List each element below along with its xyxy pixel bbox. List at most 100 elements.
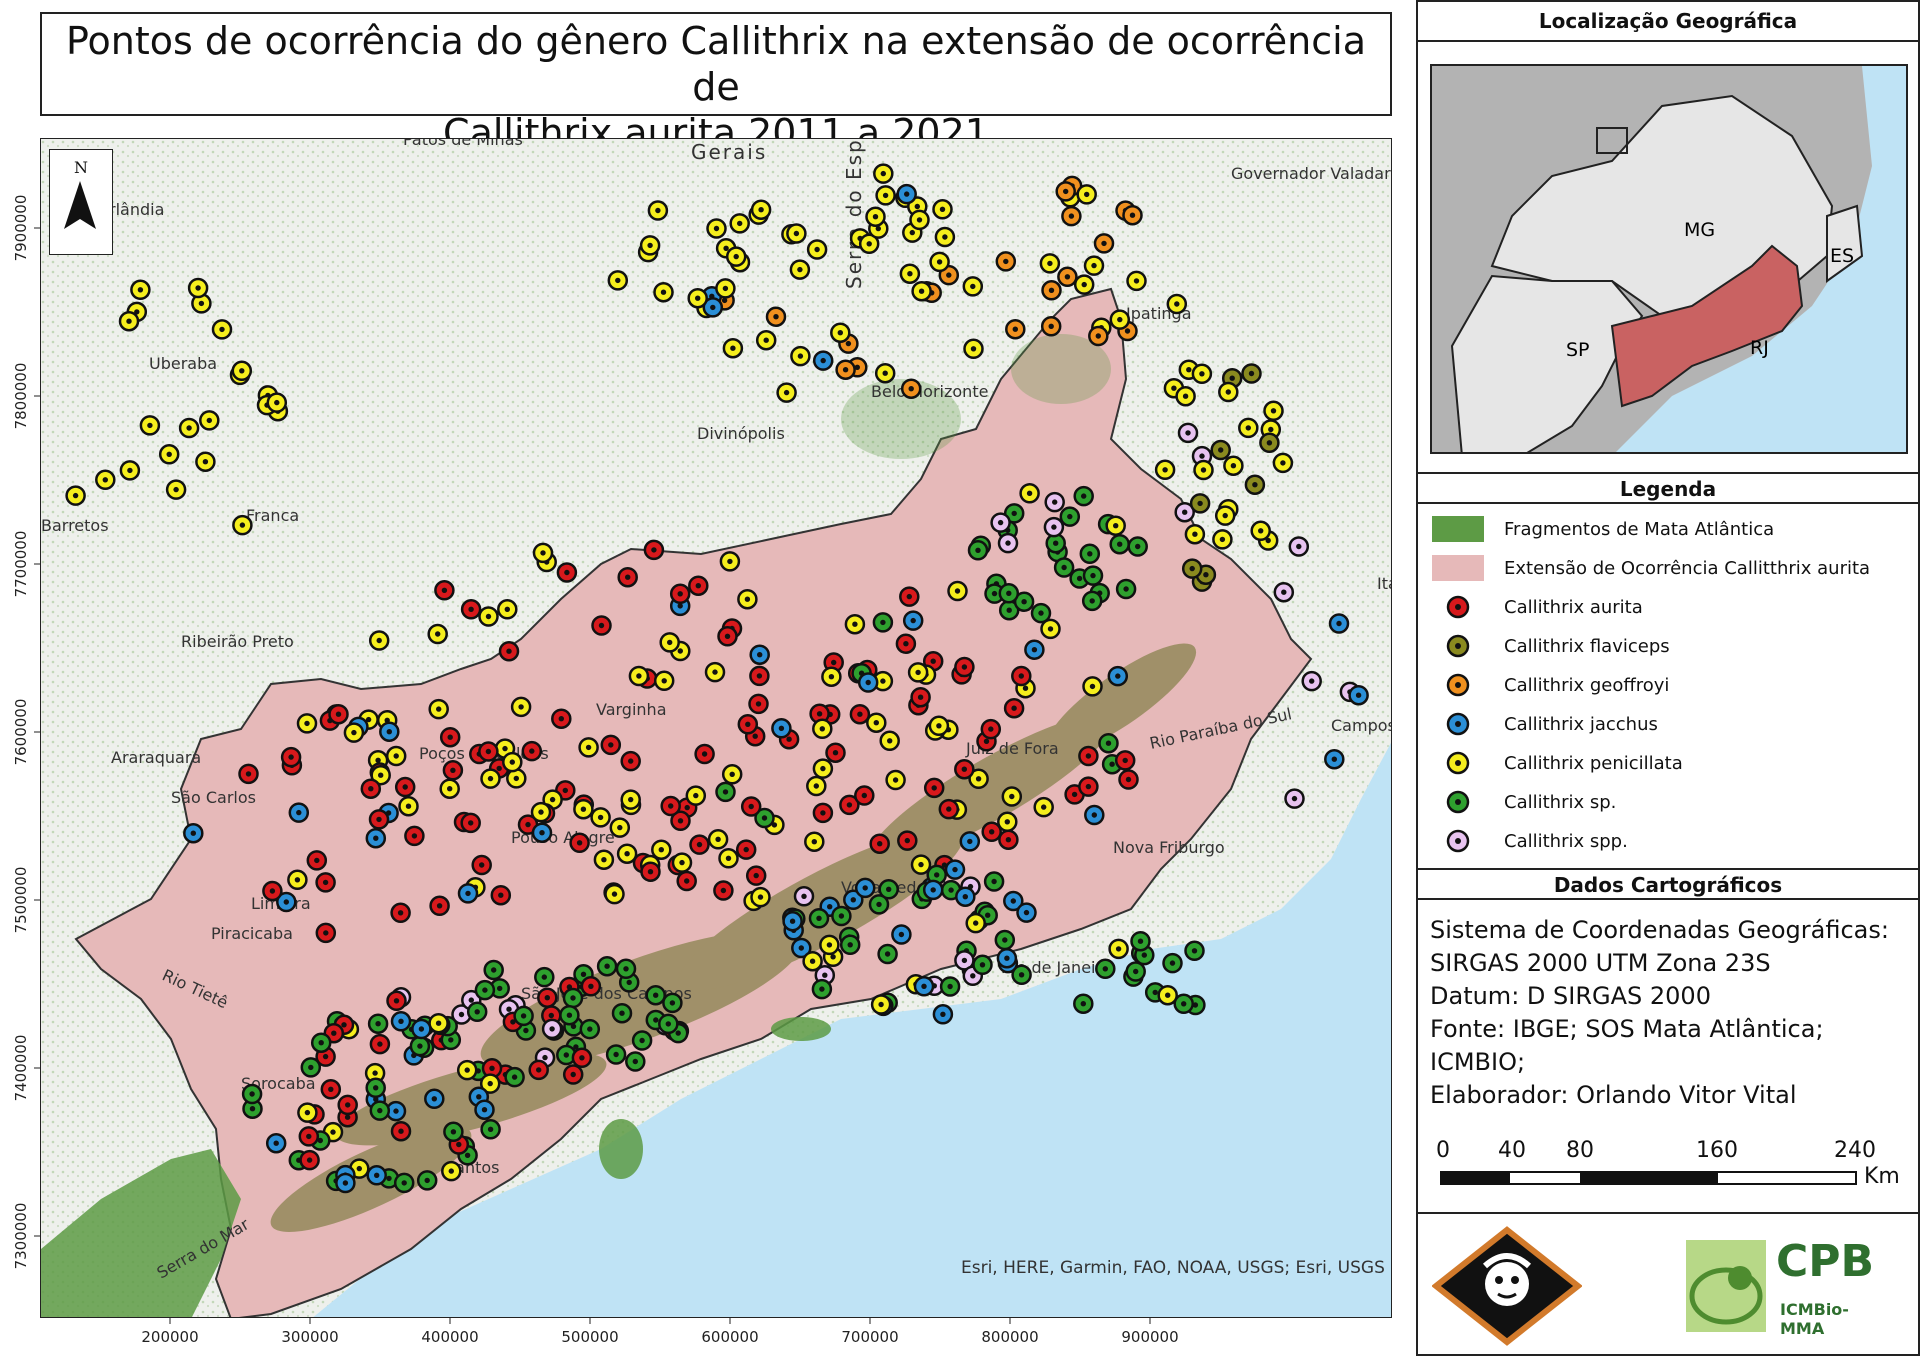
occurrence-point-center	[753, 872, 759, 879]
occurrence-point-center	[424, 1177, 430, 1184]
occurrence-point-center	[465, 890, 471, 897]
occurrence-point-center	[1200, 467, 1207, 473]
occurrence-point-center	[549, 1026, 555, 1032]
occurrence-point-center	[1048, 323, 1054, 329]
occurrence-point-center	[601, 857, 607, 863]
occurrence-point-center	[1182, 393, 1189, 399]
occurrence-point-center	[715, 836, 721, 842]
occurrence-point-center	[1291, 795, 1298, 802]
occurrence-point-center	[1225, 389, 1232, 395]
occurrence-point-center	[798, 945, 804, 951]
occurrence-point-center	[378, 772, 384, 778]
main-map[interactable]: Patos de Minas Gerais Serra do Espinhaço…	[40, 138, 1392, 1318]
occurrence-point-center	[797, 266, 803, 273]
occurrence-point-center	[365, 716, 372, 723]
occurrence-point-center	[294, 877, 301, 883]
occurrence-point-center	[1152, 989, 1158, 996]
map-title: Pontos de ocorrência do gênero Callithri…	[40, 12, 1392, 155]
occurrence-point-center	[613, 1051, 619, 1058]
occurrence-point-center	[952, 866, 958, 873]
occurrence-point-center	[368, 786, 374, 792]
occurrence-point-center	[173, 486, 179, 493]
occurrence-point-center	[1203, 572, 1209, 578]
occurrence-point-center	[147, 422, 153, 429]
occurrence-point-center	[314, 857, 320, 864]
occurrence-point-center	[1230, 463, 1237, 469]
legend-dot-icon	[1432, 711, 1484, 737]
occurrence-point-center	[931, 785, 937, 791]
occurrence-point-center	[1085, 783, 1092, 790]
occurrence-point-center	[306, 1133, 312, 1140]
occurrence-point-center	[1084, 191, 1090, 198]
occurrence-point-center	[273, 1140, 279, 1146]
occurrence-point-center	[886, 886, 892, 892]
occurrence-point-center	[961, 957, 968, 964]
occurrence-point-center	[989, 829, 995, 835]
occurrence-point-center	[948, 887, 954, 893]
occurrence-point-center	[1026, 490, 1033, 496]
occurrence-point-center	[970, 283, 976, 290]
occurrence-point-center	[826, 942, 833, 948]
occurrence-point-center	[722, 285, 729, 292]
occurrence-point-center	[967, 838, 973, 845]
occurrence-point-center	[598, 622, 605, 629]
occurrence-point-center	[539, 830, 545, 836]
legend-item: Callithrix sp.	[1432, 785, 1616, 819]
occurrence-point-center	[604, 963, 610, 969]
occurrence-point-center	[831, 659, 837, 666]
occurrence-point-center	[269, 888, 276, 894]
x-tick-label: 500000	[561, 1328, 618, 1346]
occurrence-point-center	[866, 241, 872, 247]
map-canvas[interactable]: Patos de Minas Gerais Serra do Espinhaço…	[41, 139, 1392, 1318]
occurrence-point-center	[854, 364, 860, 370]
occurrence-point-center	[939, 206, 946, 212]
occurrence-point-center	[1101, 240, 1107, 247]
occurrence-point-center	[245, 771, 252, 777]
occurrence-point-center	[625, 574, 631, 580]
occurrence-point-center	[892, 777, 899, 783]
scale-tick: 240	[1834, 1138, 1876, 1163]
legend-swatch	[1432, 516, 1484, 542]
occurrence-point-center	[1081, 281, 1087, 288]
side-panel	[1416, 0, 1920, 1356]
occurrence-point-center	[376, 637, 382, 644]
y-tick-label: 7800000	[12, 363, 30, 430]
occurrence-point-center	[915, 669, 921, 676]
occurrence-point-center	[820, 810, 826, 816]
occurrence-point-center	[372, 1070, 378, 1076]
forest-fragments-outside	[41, 334, 1111, 1317]
occurrence-point-center	[847, 942, 853, 948]
occurrence-point-center	[908, 386, 914, 392]
legend-label: Callithrix jacchus	[1504, 713, 1658, 735]
occurrence-point-center	[476, 1094, 482, 1100]
occurrence-point-center	[1248, 370, 1255, 377]
occurrence-point-center	[588, 983, 594, 989]
occurrence-point-center	[752, 733, 758, 739]
locator-es	[1826, 204, 1864, 283]
occurrence-point-center	[1185, 430, 1191, 436]
occurrence-point-center	[1133, 278, 1140, 284]
occurrence-point-center	[1087, 551, 1093, 557]
occurrence-point-center	[398, 1018, 404, 1024]
cartographic-info: Sistema de Coordenadas Geográficas: SIRG…	[1430, 914, 1910, 1112]
occurrence-point-center	[239, 522, 246, 528]
occurrence-point-center	[917, 694, 924, 700]
occurrence-point-center	[458, 1011, 465, 1018]
occurrence-point-center	[653, 992, 659, 998]
occurrence-point-center	[393, 1108, 399, 1114]
occurrence-point-center	[523, 1027, 529, 1034]
occurrence-point-center	[1169, 960, 1176, 966]
occurrence-point-center	[538, 809, 544, 815]
occurrence-point-center	[1252, 482, 1258, 488]
occurrence-point-center	[1085, 753, 1092, 759]
occurrence-point-center	[1047, 260, 1053, 267]
occurrence-point-center	[1063, 188, 1069, 195]
occurrence-point-center	[875, 225, 881, 232]
occurrence-point-center	[448, 1168, 454, 1174]
occurrence-point-center	[828, 674, 835, 680]
cpb-subtext: ICMBio-MMA	[1780, 1300, 1849, 1338]
occurrence-point-center	[903, 641, 909, 647]
occurrence-point-center	[862, 885, 868, 891]
occurrence-point-center	[930, 658, 936, 664]
occurrence-point-center	[570, 995, 576, 1001]
